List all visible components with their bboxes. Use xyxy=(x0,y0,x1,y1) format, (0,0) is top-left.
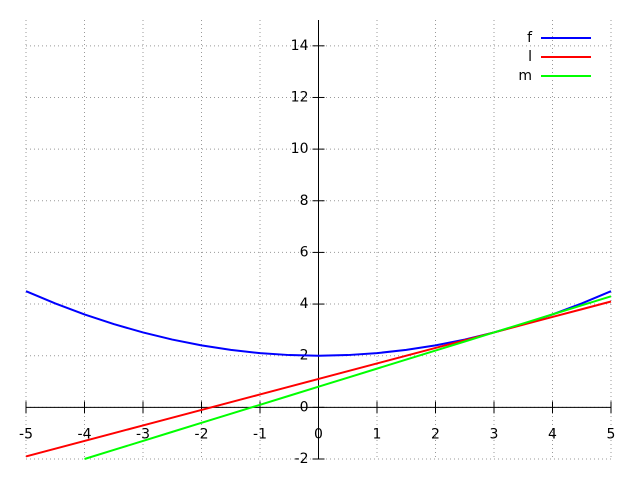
x-tick-label: -4 xyxy=(78,426,92,442)
x-tick-label: 1 xyxy=(373,426,382,442)
y-tick-label: 8 xyxy=(300,193,309,209)
x-tick-label: 5 xyxy=(607,426,616,442)
y-tick-label: 0 xyxy=(300,399,309,415)
legend-label: f xyxy=(527,30,533,46)
x-tick-label: -2 xyxy=(195,426,209,442)
y-tick-label: 4 xyxy=(300,296,309,312)
x-tick-label: 3 xyxy=(490,426,499,442)
line-series xyxy=(84,295,612,460)
y-tick-label: 12 xyxy=(291,89,309,105)
x-tick-label: -3 xyxy=(136,426,150,442)
legend-label: m xyxy=(518,68,532,84)
y-tick-label: 6 xyxy=(300,244,309,260)
x-tick-label: 2 xyxy=(431,426,440,442)
y-tick-label: 10 xyxy=(291,141,309,157)
x-tick-label: 4 xyxy=(548,426,557,442)
x-tick-label: -5 xyxy=(19,426,33,442)
x-tick-label: -1 xyxy=(253,426,267,442)
legend-label: l xyxy=(528,49,532,65)
x-tick-label: 0 xyxy=(314,426,323,442)
y-tick-label: -2 xyxy=(295,451,309,467)
y-tick-label: 14 xyxy=(291,38,309,54)
